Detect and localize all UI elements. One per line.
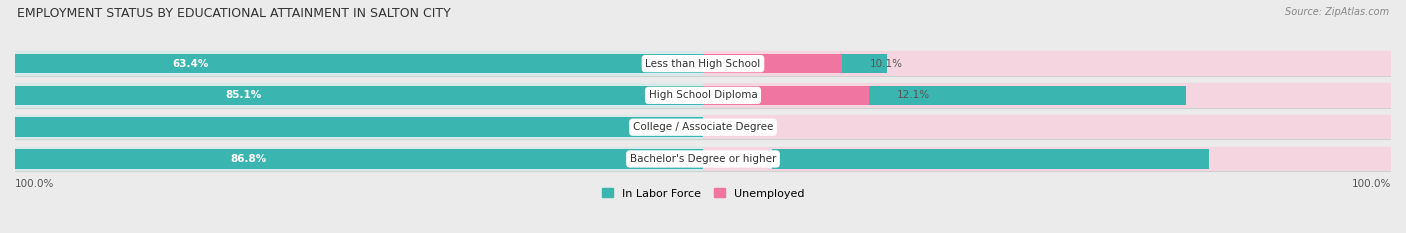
Bar xyxy=(15,115,1391,139)
Legend: In Labor Force, Unemployed: In Labor Force, Unemployed xyxy=(602,188,804,199)
Text: EMPLOYMENT STATUS BY EDUCATIONAL ATTAINMENT IN SALTON CITY: EMPLOYMENT STATUS BY EDUCATIONAL ATTAINM… xyxy=(17,7,450,20)
Text: 12.1%: 12.1% xyxy=(897,90,931,100)
Bar xyxy=(703,86,869,105)
Text: 0.0%: 0.0% xyxy=(731,122,756,132)
Text: 10.1%: 10.1% xyxy=(869,59,903,69)
Text: Bachelor's Degree or higher: Bachelor's Degree or higher xyxy=(630,154,776,164)
Bar xyxy=(15,115,703,139)
Text: High School Diploma: High School Diploma xyxy=(648,90,758,100)
Bar xyxy=(703,117,772,137)
Text: 63.4%: 63.4% xyxy=(172,59,208,69)
Text: 100.0%: 100.0% xyxy=(1351,179,1391,189)
Bar xyxy=(15,117,754,137)
Bar xyxy=(703,147,1391,171)
Text: 86.8%: 86.8% xyxy=(231,154,266,164)
Bar xyxy=(15,83,1391,108)
Bar xyxy=(703,149,772,169)
Bar xyxy=(15,51,703,76)
Text: 85.1%: 85.1% xyxy=(226,90,262,100)
Bar xyxy=(15,147,703,171)
Text: 100.0%: 100.0% xyxy=(15,179,55,189)
Bar xyxy=(15,86,1187,105)
Bar xyxy=(703,115,1391,139)
Bar xyxy=(15,51,1391,76)
Bar xyxy=(15,147,1391,171)
Text: 0.0%: 0.0% xyxy=(731,154,756,164)
Bar xyxy=(703,54,842,73)
Bar xyxy=(703,83,1391,108)
Bar xyxy=(15,83,703,108)
Text: College / Associate Degree: College / Associate Degree xyxy=(633,122,773,132)
Text: Less than High School: Less than High School xyxy=(645,59,761,69)
Text: 53.7%: 53.7% xyxy=(693,122,727,132)
Bar xyxy=(15,54,887,73)
Bar xyxy=(703,51,1391,76)
Text: Source: ZipAtlas.com: Source: ZipAtlas.com xyxy=(1285,7,1389,17)
Bar xyxy=(15,149,1209,169)
